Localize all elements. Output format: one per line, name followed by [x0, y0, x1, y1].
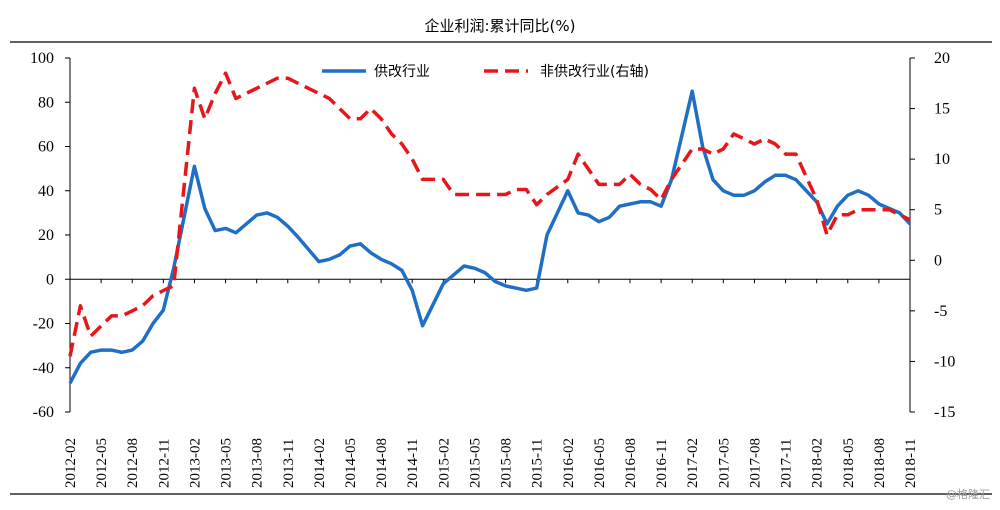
x-tick-label: 2014-02 — [312, 438, 328, 488]
legend-label-series-2: 非供改行业(右轴) — [540, 64, 649, 80]
legend: 供改行业 非供改行业(右轴) — [322, 64, 649, 80]
x-tick-label: 2014-08 — [374, 438, 390, 488]
x-tick-label: 2018-05 — [841, 438, 857, 488]
series-line-2 — [68, 71, 911, 357]
x-tick-label: 2013-02 — [187, 438, 203, 488]
x-tick-label: 2013-11 — [281, 439, 297, 488]
x-tick-label: 2016-05 — [592, 438, 608, 488]
y-right-tick-label: 15 — [934, 101, 950, 118]
x-tick-label: 2012-11 — [156, 439, 172, 488]
x-tick-label: 2013-05 — [219, 438, 235, 488]
x-tick-label: 2018-02 — [810, 438, 826, 488]
y-right-tick-label: 10 — [934, 151, 950, 168]
x-tick-label: 2015-02 — [436, 438, 452, 488]
x-tick-label: 2018-11 — [903, 439, 919, 488]
y-left-tick-label: 40 — [38, 183, 54, 200]
x-tick-label: 2017-05 — [716, 438, 732, 488]
chart-title: 企业利润:累计同比(%) — [424, 17, 575, 35]
x-tick-label: 2016-02 — [561, 438, 577, 488]
y-left-tick-label: -60 — [33, 404, 54, 421]
x-tick-label: 2016-11 — [654, 439, 670, 488]
y-right-tick-label: 0 — [934, 252, 942, 269]
x-tick-label: 2015-05 — [467, 438, 483, 488]
y-left-tick-label: 100 — [30, 50, 54, 67]
y-left-tick-label: -20 — [33, 316, 54, 333]
x-tick-label: 2017-11 — [779, 439, 795, 488]
axes: -60 -40 -20 0 20 40 60 80 100 -15 -10 -5 0 5 10 15 20 201… — [30, 50, 955, 488]
x-tick-label: 2014-05 — [343, 438, 359, 488]
watermark: @格隆汇 — [946, 488, 990, 501]
y-right-tick-label: 5 — [934, 202, 942, 219]
x-tick-label: 2016-08 — [623, 438, 639, 488]
x-tick-label: 2012-08 — [125, 438, 141, 488]
x-tick-label: 2015-11 — [530, 439, 546, 488]
y-left-tick-label: 80 — [38, 94, 54, 111]
x-tick-label: 2015-08 — [499, 438, 515, 488]
y-right-tick-label: 20 — [934, 50, 950, 67]
x-tick-label: 2017-08 — [747, 438, 763, 488]
x-tick-label: 2018-08 — [872, 438, 888, 488]
x-tick-label: 2014-11 — [405, 439, 421, 488]
x-tick-label: 2012-05 — [94, 438, 110, 488]
y-right-tick-label: -10 — [934, 353, 955, 370]
x-tick-label: 2017-02 — [685, 438, 701, 488]
x-tick-label: 2013-08 — [250, 438, 266, 488]
y-left-tick-label: 60 — [38, 139, 54, 156]
series-layer — [68, 71, 912, 385]
x-tick-label: 2012-02 — [63, 438, 79, 488]
y-right-tick-label: -5 — [934, 303, 947, 320]
y-right-tick-label: -15 — [934, 404, 955, 421]
y-left-tick-label: -40 — [33, 360, 54, 377]
series-line-1 — [68, 89, 912, 385]
y-left-tick-label: 20 — [38, 227, 54, 244]
y-left-tick-label: 0 — [46, 271, 54, 288]
legend-label-series-1: 供改行业 — [374, 64, 430, 80]
